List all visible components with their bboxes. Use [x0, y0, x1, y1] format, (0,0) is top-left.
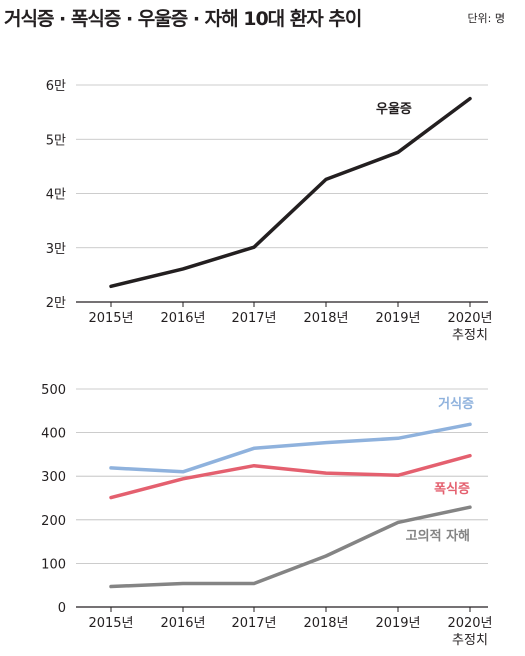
y-tick-label: 3만: [46, 242, 66, 257]
x-tick-sublabel: 추정치: [452, 633, 488, 648]
y-tick-label: 200: [41, 514, 66, 529]
x-tick-label: 2016년: [160, 311, 205, 326]
series-line: [109, 96, 472, 289]
y-tick-label: 500: [41, 383, 66, 398]
series-label: 거식증: [438, 396, 474, 412]
y-tick-label: 5만: [46, 133, 66, 148]
x-tick-label: 2017년: [231, 616, 276, 631]
y-tick-label: 2만: [46, 296, 66, 311]
y-tick-label: 300: [41, 470, 66, 485]
x-tick-label: 2015년: [88, 616, 133, 631]
x-tick-label: 2016년: [160, 616, 205, 631]
x-tick-label: 2017년: [231, 311, 276, 326]
y-tick-label: 0: [58, 601, 66, 616]
x-tick-label: 2015년: [88, 311, 133, 326]
y-tick-label: 4만: [46, 188, 66, 203]
series-label: 고의적 자해: [406, 528, 470, 544]
series-label: 폭식증: [434, 481, 470, 497]
y-tick-label: 400: [41, 427, 66, 442]
series-line: [109, 422, 472, 474]
x-tick-label: 2019년: [375, 311, 420, 326]
y-tick-label: 6만: [46, 79, 66, 94]
x-tick-label: 2020년: [447, 616, 492, 631]
chart-title: 거식증 · 폭식증 · 우울증 · 자해 10대 환자 추이: [4, 8, 362, 30]
x-tick-sublabel: 추정치: [452, 328, 488, 343]
x-tick-label: 2018년: [303, 311, 348, 326]
unit-label: 단위: 명: [467, 12, 505, 25]
x-tick-label: 2018년: [303, 616, 348, 631]
x-tick-label: 2020년: [447, 311, 492, 326]
series-line: [109, 505, 472, 589]
series-line: [109, 453, 472, 500]
x-tick-label: 2019년: [375, 616, 420, 631]
series-label: 우울증: [376, 101, 412, 117]
y-tick-label: 100: [41, 557, 66, 572]
